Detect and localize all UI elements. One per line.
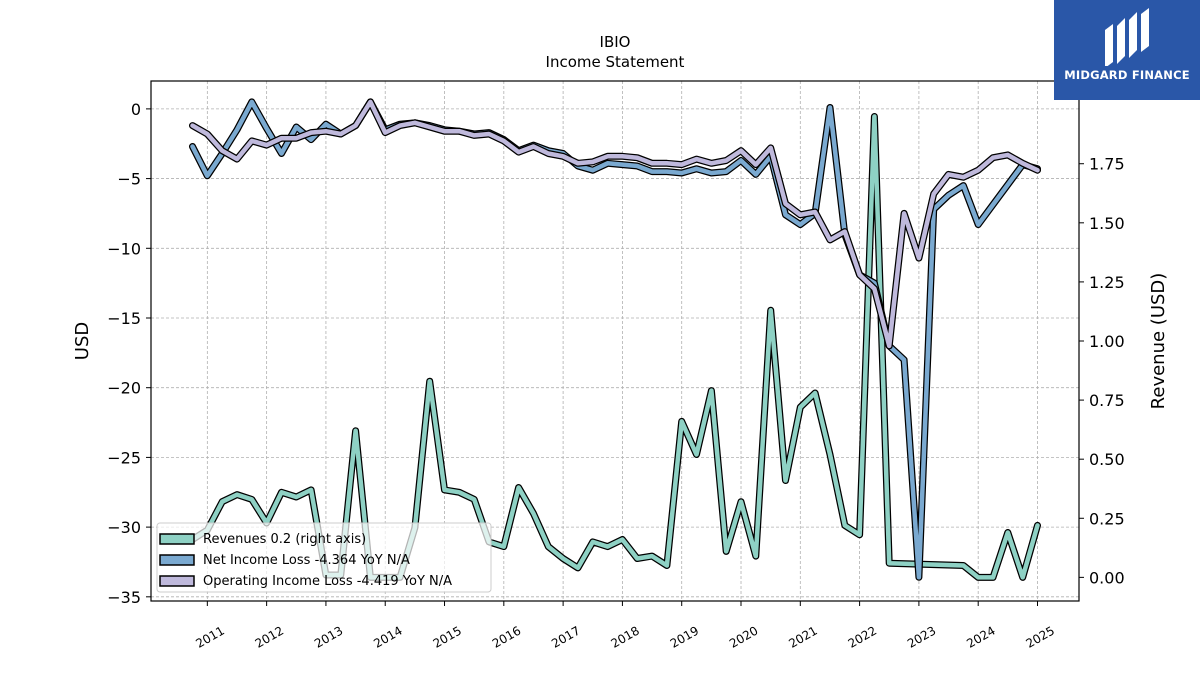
left-tick-label: −10 xyxy=(107,239,141,258)
left-tick-label: −25 xyxy=(107,448,141,467)
series-lines xyxy=(189,98,1041,581)
logo-text: MIDGARD FINANCE xyxy=(1064,68,1190,82)
x-tick-label: 2021 xyxy=(786,623,819,650)
chart-title: IBIO xyxy=(600,33,631,51)
x-tick-label: 2014 xyxy=(371,623,404,650)
legend-swatch xyxy=(159,554,195,566)
x-tick-label: 2023 xyxy=(905,623,938,650)
legend-label: Net Income Loss -4.364 YoY N/A xyxy=(203,553,410,568)
series-2-line xyxy=(189,98,1041,581)
legend: Revenues 0.2 (right axis) Net Income Loss… xyxy=(156,522,492,593)
legend-swatch xyxy=(159,575,195,587)
left-tick-label: −35 xyxy=(107,588,141,607)
x-tick-label: 2024 xyxy=(964,623,997,650)
x-tick-label: 2016 xyxy=(490,623,523,650)
midgard-finance-logo: MIDGARD FINANCE xyxy=(1054,0,1200,100)
legend-label: Revenues 0.2 (right axis) xyxy=(203,532,366,547)
legend-swatch xyxy=(159,533,195,545)
series-line xyxy=(190,99,1040,349)
right-tick-label: 0.00 xyxy=(1089,568,1125,587)
left-tick-label: −30 xyxy=(107,518,141,537)
legend-label: Operating Income Loss -4.419 YoY N/A xyxy=(203,574,452,589)
right-tick-label: 0.25 xyxy=(1089,509,1125,528)
chart-subtitle: Income Statement xyxy=(546,53,685,71)
right-tick-label: 0.75 xyxy=(1089,391,1125,410)
x-tick-label: 2012 xyxy=(253,623,286,650)
legend-box xyxy=(156,522,492,593)
right-axis-label: Revenue (USD) xyxy=(1148,273,1169,410)
x-tick-label: 2013 xyxy=(312,623,345,650)
x-tick-label: 2022 xyxy=(846,623,879,650)
series-3-line xyxy=(189,98,1041,350)
plot-frame xyxy=(150,80,1080,602)
series-line-outline xyxy=(189,98,1041,581)
right-tick-label: 1.75 xyxy=(1089,155,1125,174)
right-axis-ticks: 0.00 0.25 0.50 0.75 1.00 1.25 1.50 1.75 xyxy=(1079,155,1125,587)
x-tick-label: 2025 xyxy=(1024,623,1057,650)
x-axis-ticks: 2011 2012 2013 2014 2015 2016 2017 2018 2019 2020… xyxy=(193,601,1057,651)
x-tick-label: 2017 xyxy=(549,623,582,650)
right-tick-label: 1.50 xyxy=(1089,214,1125,233)
left-tick-label: −5 xyxy=(117,170,141,189)
x-tick-label: 2011 xyxy=(193,623,226,650)
right-tick-label: 1.00 xyxy=(1089,332,1125,351)
left-tick-label: 0 xyxy=(131,100,141,119)
right-tick-label: 0.50 xyxy=(1089,450,1125,469)
x-tick-label: 2018 xyxy=(608,623,641,650)
left-axis-ticks: 0 −5 −10 −15 −20 −25 −30 −35 xyxy=(107,100,151,607)
right-tick-label: 1.25 xyxy=(1089,273,1125,292)
left-tick-label: −20 xyxy=(107,379,141,398)
left-axis-label: USD xyxy=(72,322,93,360)
midgard-logo-icon xyxy=(1105,8,1149,66)
x-tick-label: 2020 xyxy=(727,623,760,650)
left-tick-label: −15 xyxy=(107,309,141,328)
series-line-outline xyxy=(189,98,1041,350)
x-tick-label: 2019 xyxy=(668,623,701,650)
x-tick-label: 2015 xyxy=(431,623,464,650)
